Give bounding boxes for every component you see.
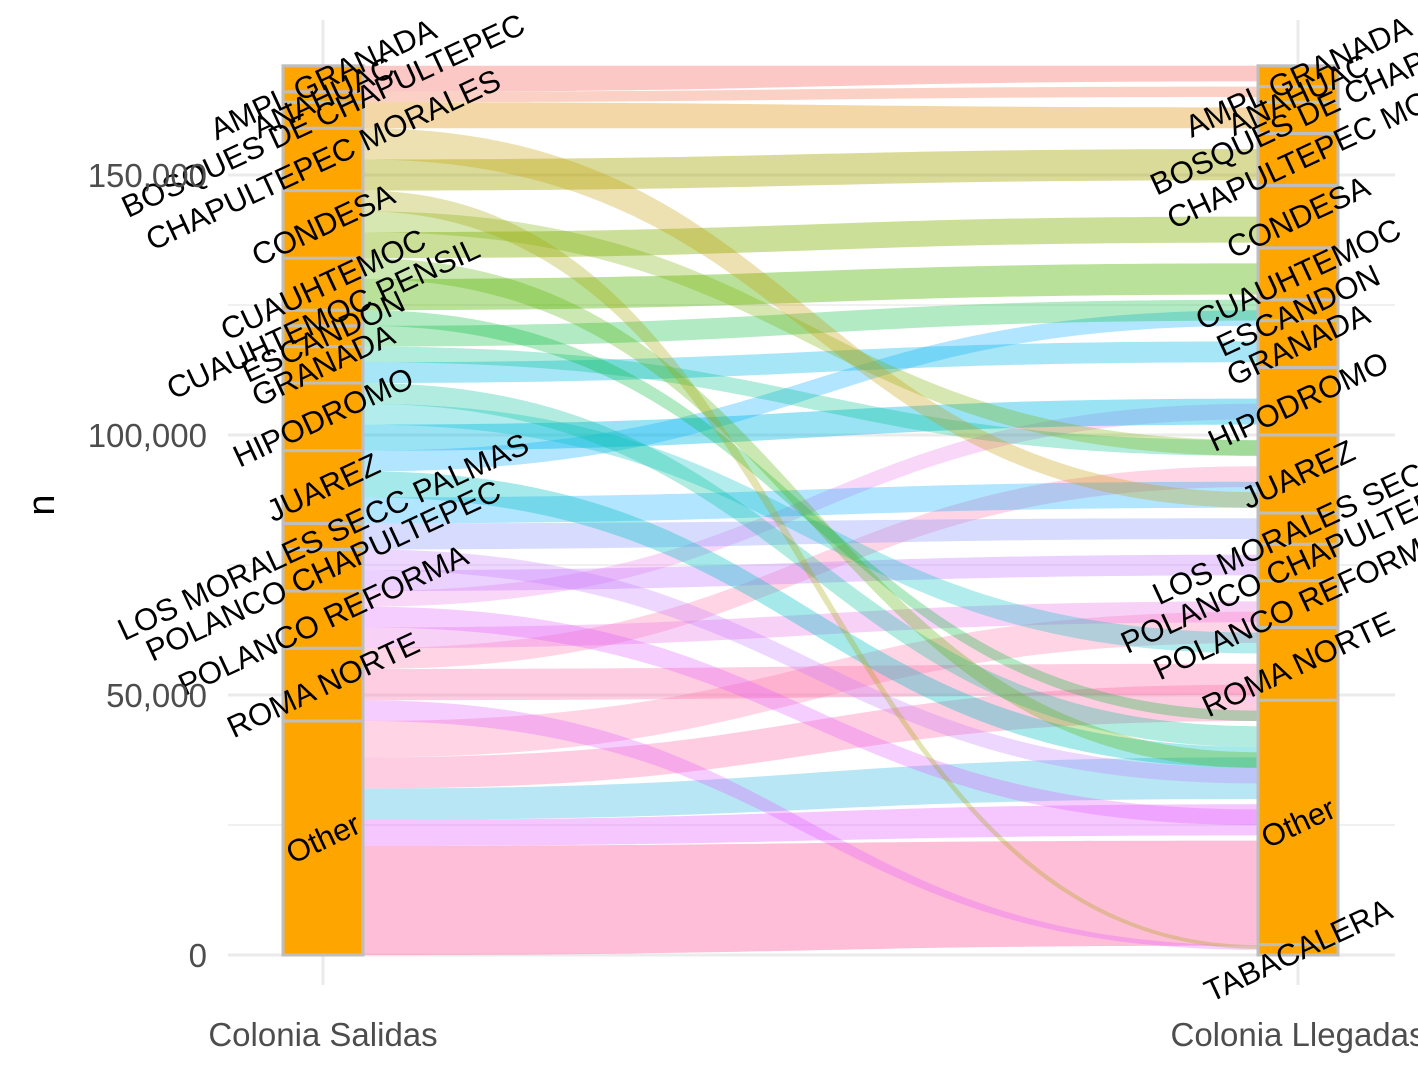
flow-band (363, 549, 1258, 784)
y-axis-ticks: 0 50,000 100,000 150,000 (88, 157, 207, 974)
flow-band (363, 403, 1258, 607)
flow-band (363, 684, 1258, 789)
flows (363, 65, 1258, 955)
stratum-box-llegadas (1256, 579, 1340, 629)
flow-band (363, 663, 1258, 701)
stratum-box-llegadas (1256, 100, 1340, 135)
stratum-box-llegadas (1256, 183, 1340, 250)
stratum-box-llegadas (1256, 542, 1340, 583)
flow-band (363, 471, 1258, 768)
flow-band (363, 310, 1258, 472)
flow-band (363, 149, 1258, 191)
stratum-box-llegadas (1256, 64, 1340, 89)
stratum-box-salidas (281, 646, 365, 723)
flow-band (363, 554, 1258, 591)
stratum-box-llegadas (1256, 365, 1340, 437)
y-axis-title: n (21, 494, 63, 515)
stratum-box-llegadas (1256, 511, 1340, 546)
flow-band (363, 299, 1258, 347)
flow-band (363, 383, 1258, 747)
flow-band (363, 601, 1258, 649)
flow-band (363, 341, 1258, 383)
flow-band (363, 211, 1258, 456)
x-tick-label: Colonia Llegadas (1170, 1016, 1418, 1053)
stratum-box-salidas (281, 189, 365, 260)
y-tick-label: 50,000 (106, 677, 207, 714)
flow-band (363, 102, 1258, 129)
flow-band (363, 310, 1258, 721)
flow-band (363, 840, 1258, 955)
stratum-box-llegadas (1256, 131, 1340, 187)
flow-band (363, 216, 1258, 259)
flow-band (363, 65, 1258, 92)
flow-band (363, 86, 1258, 103)
flow-band (363, 466, 1258, 669)
strata (281, 64, 1340, 957)
stratum-box-salidas (281, 64, 365, 94)
stratum-box-salidas (281, 547, 365, 593)
x-tick-label: Colonia Salidas (208, 1016, 437, 1053)
flow-band (363, 258, 1258, 768)
flow-band (363, 403, 1258, 654)
x-axis-ticks: Colonia Salidas Colonia Llegadas (208, 1016, 1418, 1053)
flow-band (363, 757, 1258, 820)
y-tick-label: 150,000 (88, 157, 207, 194)
stratum-box-llegadas (1256, 433, 1340, 515)
flow-band (363, 518, 1258, 550)
y-tick-label: 100,000 (88, 417, 207, 454)
stratum-box-salidas (281, 256, 365, 312)
y-tick-label: 0 (189, 937, 207, 974)
flow-band (363, 700, 1258, 950)
flow-band (363, 606, 1258, 825)
flow-band (363, 128, 1258, 508)
flow-band (363, 611, 1258, 758)
stratum-box-salidas (281, 100, 365, 130)
flow-band (363, 481, 1258, 524)
flow-band (363, 263, 1258, 311)
flow-band (363, 346, 1258, 456)
flow-band (363, 190, 1258, 949)
stratum-box-salidas (281, 449, 365, 525)
flow-band (363, 398, 1258, 451)
stratum-box-salidas (281, 589, 365, 650)
flow-band (363, 804, 1258, 846)
